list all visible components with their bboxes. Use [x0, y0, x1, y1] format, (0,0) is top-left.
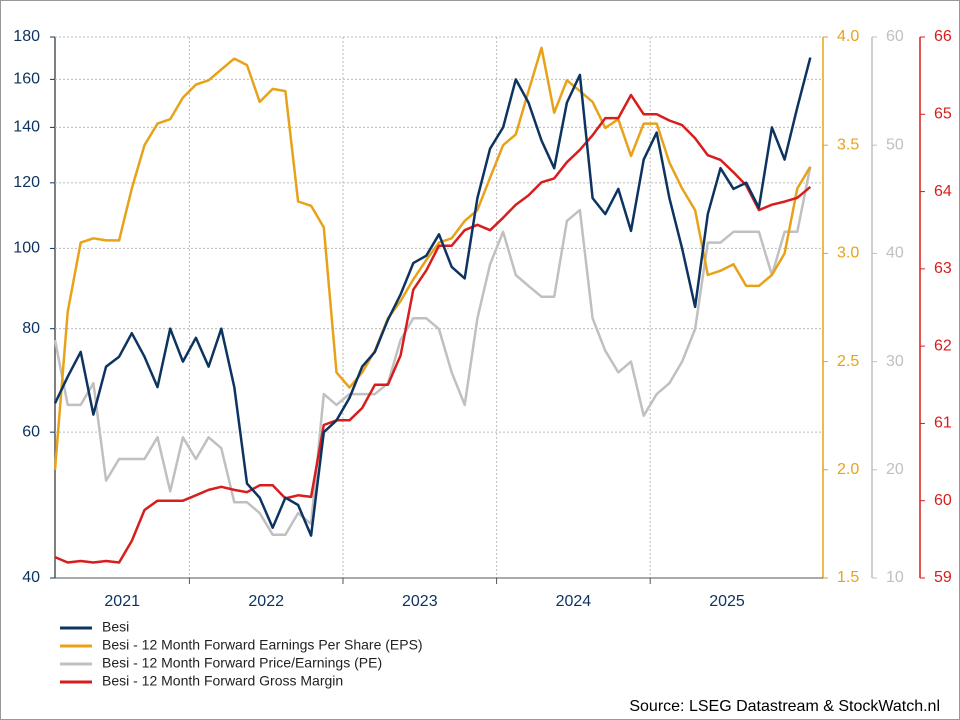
y-tick-label: 1.5 — [837, 569, 859, 586]
y-tick-label: 100 — [13, 240, 40, 257]
y-tick-label: 61 — [934, 415, 952, 432]
y-tick-label: 3.0 — [837, 245, 859, 262]
y-tick-label: 80 — [22, 320, 40, 337]
y-tick-label: 2.5 — [837, 353, 859, 370]
y-tick-label: 30 — [886, 353, 904, 370]
series-line — [53, 46, 812, 470]
series-line — [53, 166, 812, 536]
y-tick-label: 20 — [886, 461, 904, 478]
x-tick-label: 2025 — [709, 593, 745, 610]
x-tick-label: 2022 — [248, 593, 284, 610]
y-tick-label: 59 — [934, 569, 952, 586]
series-line — [54, 93, 812, 564]
y-tick-label: 2.0 — [837, 461, 859, 478]
y-tick-label: 60 — [886, 28, 904, 45]
legend-label: Besi - 12 Month Forward Gross Margin — [102, 673, 343, 689]
y-tick-label: 63 — [934, 260, 952, 277]
y-tick-label: 40 — [886, 245, 904, 262]
legend-label: Besi — [102, 619, 129, 635]
y-tick-label: 40 — [22, 569, 40, 586]
legend-label: Besi - 12 Month Forward Earnings Per Sha… — [102, 637, 423, 653]
y-tick-label: 65 — [934, 106, 952, 123]
x-tick-label: 2024 — [556, 593, 592, 610]
y-tick-label: 66 — [934, 28, 952, 45]
y-tick-label: 160 — [13, 71, 40, 88]
y-tick-label: 62 — [934, 337, 952, 354]
source: Source: LSEG Datastream & StockWatch.nl — [629, 698, 940, 715]
series-line — [53, 57, 812, 537]
y-tick-label: 50 — [886, 136, 904, 153]
y-tick-label: 60 — [934, 492, 952, 509]
legend-label: Besi - 12 Month Forward Price/Earnings (… — [102, 655, 382, 671]
x-tick-label: 2023 — [402, 593, 438, 610]
y-tick-label: 3.5 — [837, 136, 859, 153]
y-tick-label: 64 — [934, 183, 952, 200]
y-tick-label: 140 — [13, 119, 40, 136]
y-tick-label: 4.0 — [837, 28, 859, 45]
y-tick-label: 180 — [13, 28, 40, 45]
y-tick-label: 120 — [13, 174, 40, 191]
y-tick-label: 10 — [886, 569, 904, 586]
x-tick-label: 2021 — [104, 593, 140, 610]
y-tick-label: 60 — [22, 423, 40, 440]
